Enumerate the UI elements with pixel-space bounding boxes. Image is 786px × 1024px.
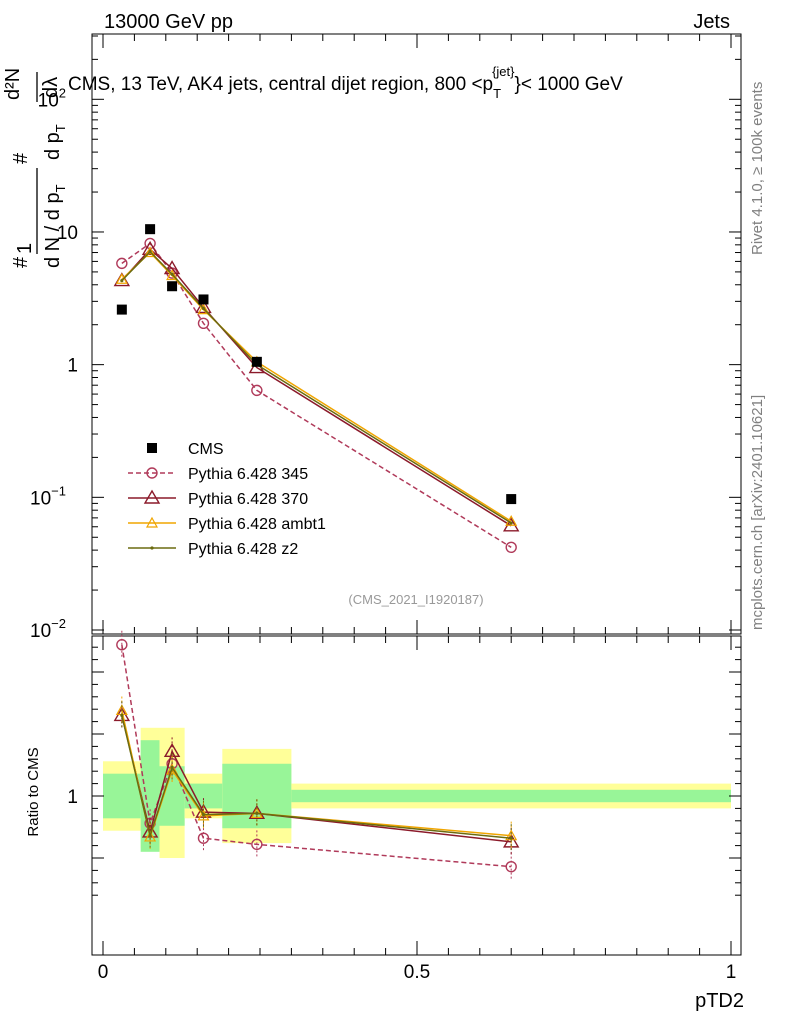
band-inner [103, 773, 141, 819]
z2-marker [509, 521, 513, 525]
legend: CMS Pythia 6.428 345 Pythia 6.428 370 Pythi… [128, 441, 326, 558]
z2-marker [148, 834, 152, 838]
y-tick-label-base: 10 [30, 621, 51, 642]
cms-marker [145, 224, 156, 235]
ylabel-hash: # [10, 256, 32, 268]
p345-marker [505, 541, 517, 554]
p345-marker [251, 838, 263, 851]
y-tick-label-base: 10 [38, 90, 59, 111]
p345-line [121, 242, 512, 548]
legend-label: Pythia 6.428 z2 [188, 541, 298, 558]
ambt1-marker [197, 303, 210, 315]
legend-label: Pythia 6.428 ambt1 [188, 516, 326, 533]
ylabel-one: 1 [14, 243, 36, 254]
ratio-axis-label: Ratio to CMS [25, 747, 42, 836]
p370-marker [143, 489, 161, 504]
legend-label: Pythia 6.428 370 [188, 491, 308, 508]
ylabel-denominator: d N / d pT [42, 184, 68, 268]
p345-marker [251, 384, 263, 397]
cms-marker [116, 304, 127, 315]
x-tick-label: 1 [726, 962, 737, 983]
ylabel-dn: d N / d p [42, 192, 64, 268]
p370-marker [141, 240, 159, 256]
p345-ratio-line [121, 644, 512, 868]
series-layer [113, 224, 520, 881]
ambt1-marker [197, 809, 210, 821]
z2-marker [170, 765, 174, 770]
ylabel-dp-main: d p [42, 132, 64, 160]
z2-marker [150, 546, 154, 550]
plot-title: CMS, 13 TeV, AK4 jets, central dijet reg… [68, 64, 623, 101]
p345-marker [505, 860, 517, 873]
legend-label: CMS [188, 441, 224, 458]
y-tick-label-base: 1 [67, 356, 78, 377]
z2-marker [201, 306, 206, 311]
source-url: mcplots.cern.ch [arXiv:2401.10621] [749, 395, 766, 630]
cms-marker [147, 443, 157, 453]
ylabel-hash2: # [10, 152, 32, 164]
band-inner [291, 789, 731, 803]
cms-marker [506, 494, 517, 505]
z2-marker [201, 813, 206, 817]
ylabel-dp-sub: T [53, 124, 68, 132]
plot-title-sup: {jet} [492, 64, 515, 79]
ylabel-d2n: d²N [2, 68, 24, 100]
y-tick-label: 10 [57, 223, 78, 244]
y-tick-label-base: 10 [30, 488, 51, 509]
z2-marker [148, 250, 152, 254]
x-axis-label: pTD2 [695, 990, 744, 1012]
ambt1-marker [166, 269, 179, 281]
z2-marker [509, 836, 513, 840]
y-tick-label-base: 10 [57, 223, 78, 244]
p345-marker [116, 639, 128, 651]
p345-marker [197, 832, 210, 844]
cms-marker [167, 281, 178, 292]
z2-marker [120, 713, 124, 718]
p345-marker [116, 257, 128, 270]
z2-line [121, 250, 512, 524]
x-tick-label: 0.5 [404, 962, 430, 983]
y-tick-label: 10−1 [30, 483, 66, 509]
ylabel-dp: d pT [42, 124, 68, 160]
y-axis-label: # 1 d N / d pT # d pT d²N dλ [2, 68, 68, 268]
z2-marker [120, 279, 124, 283]
ratio-tick-label: 1 [67, 787, 78, 808]
ambt1-marker [144, 830, 157, 842]
y-tick-label-exp: 2 [59, 85, 66, 100]
ambt1-marker [145, 516, 159, 528]
y-tick-label-exp: −2 [51, 616, 66, 631]
y-tick-label: 102 [38, 85, 66, 111]
plot-title-main: CMS, 13 TeV, AK4 jets, central dijet reg… [68, 74, 493, 95]
x-tick-label: 0 [98, 962, 109, 983]
ylabel-dn-sub: T [53, 184, 68, 192]
legend-label: Pythia 6.428 345 [188, 466, 308, 483]
y-tick-label-exp: −1 [51, 483, 66, 498]
y-tick-label: 1 [67, 356, 78, 377]
cms-marker [198, 294, 209, 305]
ambt1-marker [144, 246, 157, 258]
rivet-version: Rivet 4.1.0, ≥ 100k events [749, 82, 766, 255]
ratio-bands [103, 727, 731, 858]
z2-marker [170, 272, 174, 276]
jets-label: Jets [693, 11, 730, 33]
p345-marker [197, 317, 210, 329]
plot-title-sub: T [493, 86, 501, 101]
cms-marker [251, 356, 262, 367]
y-tick-label: 10−2 [30, 616, 66, 642]
ambt1-line [121, 251, 512, 522]
plot-title-tail: }< 1000 GeV [515, 74, 624, 95]
collision-label: 13000 GeV pp [104, 11, 233, 33]
p370-marker [248, 804, 266, 820]
analysis-id: (CMS_2021_I1920187) [348, 592, 483, 607]
z2-ratio-line [121, 715, 512, 839]
p345-marker [146, 467, 158, 479]
ylabel-dl: dλ [40, 77, 62, 98]
z2-marker [255, 811, 259, 815]
